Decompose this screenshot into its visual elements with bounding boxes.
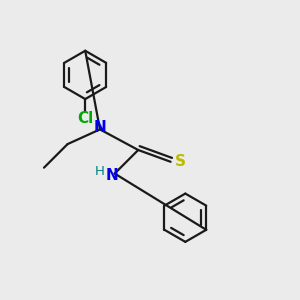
Text: N: N [106, 168, 119, 183]
Text: S: S [175, 154, 185, 169]
Text: Cl: Cl [77, 111, 93, 126]
Text: H: H [94, 165, 104, 178]
Text: N: N [94, 119, 106, 134]
